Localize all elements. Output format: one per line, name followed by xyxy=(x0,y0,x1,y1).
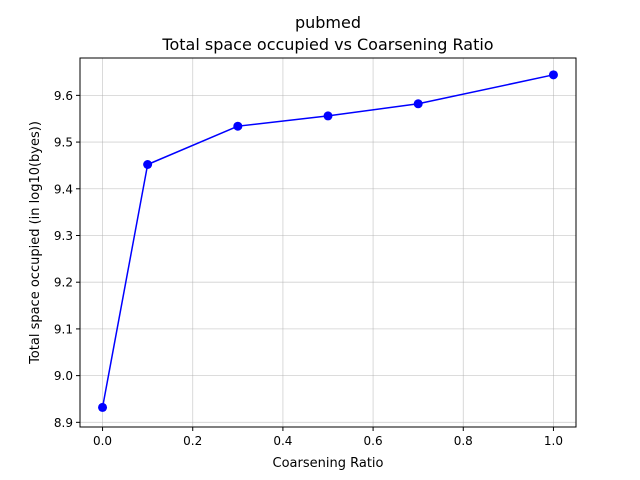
y-tick-label: 8.9 xyxy=(54,416,73,430)
x-tick-label: 0.2 xyxy=(183,434,202,448)
y-tick-label: 9.0 xyxy=(54,369,73,383)
x-axis-label: Coarsening Ratio xyxy=(273,456,384,471)
chart-subtitle: Total space occupied vs Coarsening Ratio xyxy=(161,35,493,54)
y-axis-label: Total space occupied (in log10(byes)) xyxy=(28,121,43,365)
chart-title: pubmed xyxy=(295,13,361,32)
series-markers xyxy=(98,70,558,412)
grid xyxy=(80,58,576,427)
y-tick-label: 9.5 xyxy=(54,136,73,150)
axis-ticks: 0.0 0.2 0.4 0.6 0.8 1.0 8.9 9.0 9.1 9.2 9.3 9.4 9.5 9… xyxy=(54,89,563,448)
x-tick-label: 0.4 xyxy=(273,434,292,448)
x-tick-label: 0.6 xyxy=(364,434,383,448)
y-tick-label: 9.6 xyxy=(54,89,73,103)
y-tick-label: 9.4 xyxy=(54,182,73,196)
data-point-marker xyxy=(413,99,423,109)
y-tick-label: 9.3 xyxy=(54,229,73,243)
data-point-marker xyxy=(233,121,243,131)
series-line-layer xyxy=(101,74,554,408)
y-tick-label: 9.1 xyxy=(54,322,73,336)
x-tick-label: 0.0 xyxy=(93,434,112,448)
plot-area-frame xyxy=(79,57,577,428)
data-point-marker xyxy=(548,70,558,80)
data-point-marker xyxy=(143,159,153,169)
series-line xyxy=(101,74,554,408)
y-tick-label: 9.2 xyxy=(54,276,73,290)
data-point-marker xyxy=(98,402,108,412)
x-tick-label: 1.0 xyxy=(544,434,563,448)
data-point-marker xyxy=(323,111,333,121)
x-tick-label: 0.8 xyxy=(454,434,473,448)
